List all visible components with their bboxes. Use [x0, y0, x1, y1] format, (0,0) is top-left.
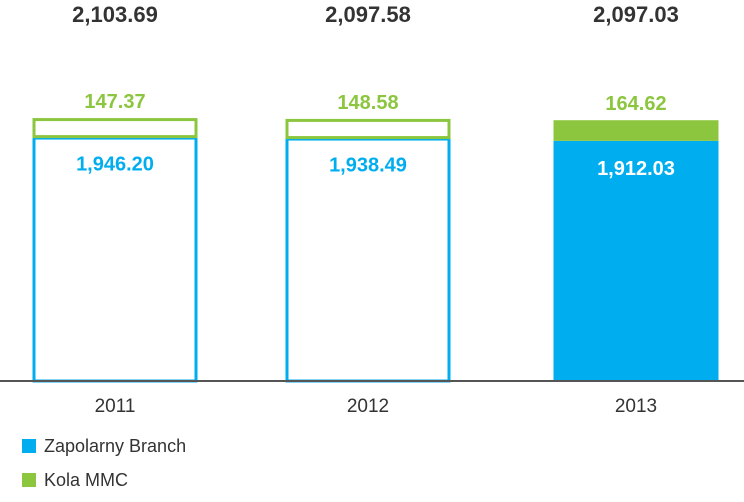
value-label-zapolarny-2013: 1,912.03	[597, 158, 675, 180]
total-label-2013: 2,097.03	[593, 2, 679, 27]
legend-swatch-kola	[22, 473, 36, 487]
legend: Zapolarny Branch Kola MMC	[22, 434, 186, 502]
bar-kola-2013	[553, 120, 719, 141]
total-label-2012: 2,097.58	[325, 2, 411, 27]
value-label-zapolarny-2012: 1,938.49	[329, 155, 407, 177]
bar-zapolarny-2011	[32, 136, 198, 383]
value-label-kola-2013: 164.62	[605, 93, 666, 115]
bars-group	[32, 118, 719, 383]
total-label-2011: 2,103.69	[72, 2, 158, 27]
labels-group: 1,946.20 147.37 2,103.69 2011 1,938.49 148.58…	[72, 2, 679, 417]
legend-item-kola: Kola MMC	[22, 468, 186, 492]
legend-label-kola: Kola MMC	[44, 469, 129, 490]
bar-kola-2011	[32, 118, 198, 139]
bar-kola-2012	[285, 118, 451, 140]
x-tick-label-2013: 2013	[615, 396, 657, 417]
value-label-zapolarny-2011: 1,946.20	[76, 154, 154, 176]
legend-label-zapolarny: Zapolarny Branch	[44, 435, 187, 456]
value-label-kola-2012: 148.58	[337, 92, 398, 114]
x-tick-label-2011: 2011	[95, 396, 136, 417]
value-label-kola-2011: 147.37	[84, 91, 145, 113]
legend-item-zapolarny: Zapolarny Branch	[22, 434, 186, 458]
x-tick-label-2012: 2012	[347, 396, 389, 417]
bar-zapolarny-2013	[553, 140, 719, 381]
legend-swatch-zapolarny	[22, 439, 36, 453]
